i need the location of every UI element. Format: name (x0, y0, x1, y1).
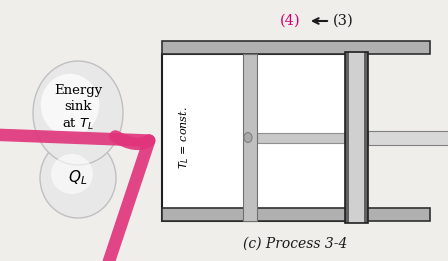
Ellipse shape (244, 133, 252, 143)
Bar (162, 208, 430, 221)
Bar (245, 133, 345, 143)
Bar (162, 54, 360, 221)
Text: $T_L$ = const.: $T_L$ = const. (177, 106, 191, 169)
Bar (368, 130, 448, 145)
Ellipse shape (33, 61, 123, 165)
Text: Energy
sink
at $T_L$: Energy sink at $T_L$ (54, 84, 102, 132)
Ellipse shape (40, 138, 116, 218)
Bar (345, 52, 368, 223)
Bar (364, 52, 368, 223)
Ellipse shape (51, 154, 93, 194)
Text: (c) Process 3-4: (c) Process 3-4 (243, 237, 347, 251)
FancyArrowPatch shape (0, 130, 149, 261)
Bar (349, 52, 364, 223)
Ellipse shape (41, 74, 99, 136)
Text: $Q_L$: $Q_L$ (69, 169, 88, 187)
Bar (345, 52, 349, 223)
Text: (3): (3) (332, 14, 353, 28)
Bar (243, 54, 257, 221)
Text: (4): (4) (280, 14, 300, 28)
Bar (162, 41, 430, 54)
